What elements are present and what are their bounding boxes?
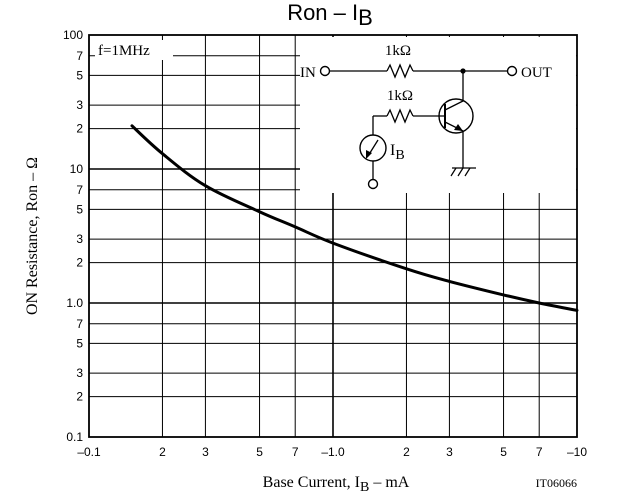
y-tick-label: 3 [76,232,83,246]
inset-resistor-2 [386,108,414,124]
inset-ground-hatch-3 [464,167,471,177]
x-tick-labels: –0.1 2 3 5 7 –1.0 2 3 5 7 –10 [77,445,587,459]
y-tick-label: 3 [76,98,83,112]
x-tick-label: 7 [292,445,299,459]
inset-source-terminal [367,178,379,190]
x-tick-label: –10 [567,445,587,459]
x-axis-label-unit: – mA [369,474,409,491]
inset-source-label-main: I [390,142,395,159]
inset-background [300,37,576,193]
inset-in-terminal [319,65,331,77]
y-tick-label: 1.0 [66,296,83,310]
x-tick-label: 3 [202,445,209,459]
inset-source-label: IB [390,142,405,163]
inset-collector [444,100,464,111]
x-tick-label: 7 [536,445,543,459]
inset-resistor-2-label: 1kΩ [387,88,413,104]
y-tick-label: 0.1 [66,430,83,444]
y-tick-label: 7 [76,317,83,331]
y-tick-label: 7 [76,183,83,197]
x-tick-label: 2 [159,445,166,459]
inset-ground-hatch-2 [457,167,464,177]
inset-out-terminal [506,65,518,77]
y-tick-label: 2 [76,256,83,270]
x-tick-label: –1.0 [321,445,345,459]
y-tick-label: 5 [76,202,83,216]
inset-resistor-1 [386,63,414,79]
y-tick-label: 100 [63,28,83,42]
x-axis-label-main: Base Current, I [263,474,360,491]
x-tick-label: 5 [500,445,507,459]
inset-source-label-sub: B [395,148,404,163]
inset-in-label: IN [300,65,316,81]
inset-emitter-arrow [454,124,463,131]
x-tick-label: 3 [446,445,453,459]
inset-out-label: OUT [521,65,552,81]
inset-ground-hatch-1 [450,167,457,177]
y-tick-label: 5 [76,68,83,82]
x-tick-label: –0.1 [77,445,101,459]
chart-title-sub: B [358,5,373,30]
annotation-background [95,40,173,60]
y-tick-label: 3 [76,366,83,380]
x-tick-label: 5 [256,445,263,459]
inset-circuit: IN 1kΩ OUT 1kΩ IB [300,37,576,193]
inset-source-arrowhead [366,150,372,159]
y-tick-label: 2 [76,122,83,136]
series-ron-curve [130,124,579,312]
frequency-annotation: f=1MHz [98,43,150,59]
x-axis-label: Base Current, IB – mA [263,474,410,495]
y-tick-label: 5 [76,336,83,350]
inset-resistor-1-label: 1kΩ [385,43,411,59]
figure-id: IT06066 [536,476,577,490]
y-tick-labels: 0.1 2 3 5 7 1.0 2 3 5 7 10 2 3 5 7 100 [63,28,83,444]
chart-title-main: Ron – I [287,0,358,25]
y-axis-label: ON Resistance, Ron – Ω [24,157,41,315]
y-tick-label: 7 [76,49,83,63]
chart-title: Ron – IB [287,0,373,30]
x-axis-label-sub: B [360,480,369,495]
x-tick-label: 2 [403,445,410,459]
y-tick-label: 10 [70,162,84,176]
plot-frame [88,34,578,438]
y-tick-label: 2 [76,390,83,404]
